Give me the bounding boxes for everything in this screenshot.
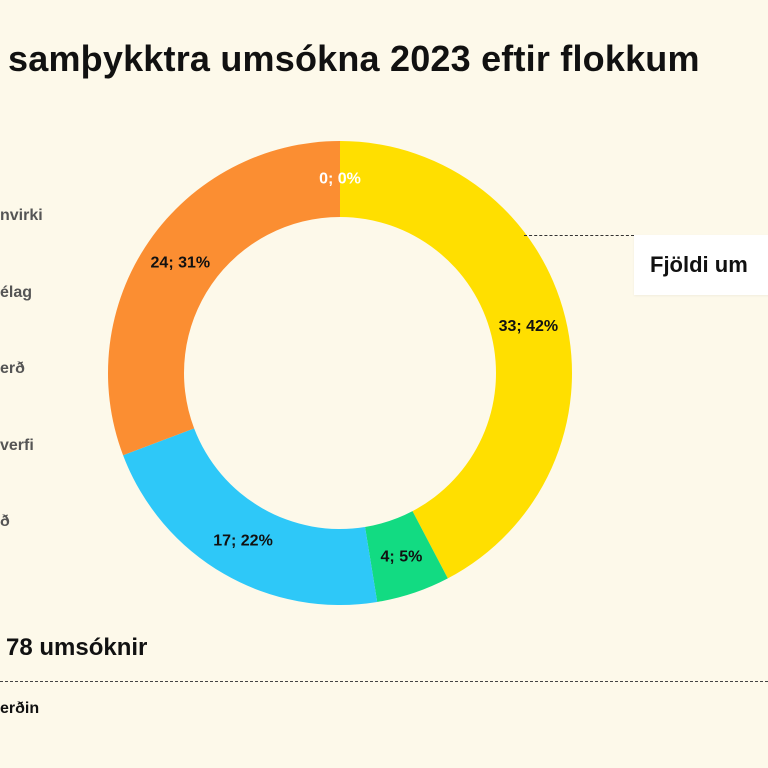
callout-text: Fjöldi um xyxy=(650,252,748,277)
data-label-2: 33; 42% xyxy=(499,318,559,335)
total-count: 78 umsóknir xyxy=(6,634,148,661)
callout-box xyxy=(634,235,768,295)
legend-item-5: ð xyxy=(0,513,10,530)
data-label-3: 4; 5% xyxy=(381,549,423,566)
legend-item-2: élag xyxy=(0,284,33,301)
source-note: erðin xyxy=(0,700,40,717)
donut-slice-4 xyxy=(123,428,378,605)
callout-leader-line xyxy=(524,235,634,236)
dashed-divider xyxy=(0,681,768,682)
legend-item-1: nvirki xyxy=(0,207,43,224)
data-label-5: 24; 31% xyxy=(151,254,211,271)
data-label-1: 0; 0% xyxy=(319,171,361,188)
chart-title: samþykktra umsókna 2023 eftir flokkum xyxy=(8,38,700,79)
donut-slice-2 xyxy=(340,141,572,579)
data-label-4: 17; 22% xyxy=(213,533,273,550)
legend-item-3: erð xyxy=(0,360,25,377)
legend-item-4: verfi xyxy=(0,437,34,454)
donut-slice-3 xyxy=(365,511,448,602)
donut-slice-5 xyxy=(108,141,340,456)
